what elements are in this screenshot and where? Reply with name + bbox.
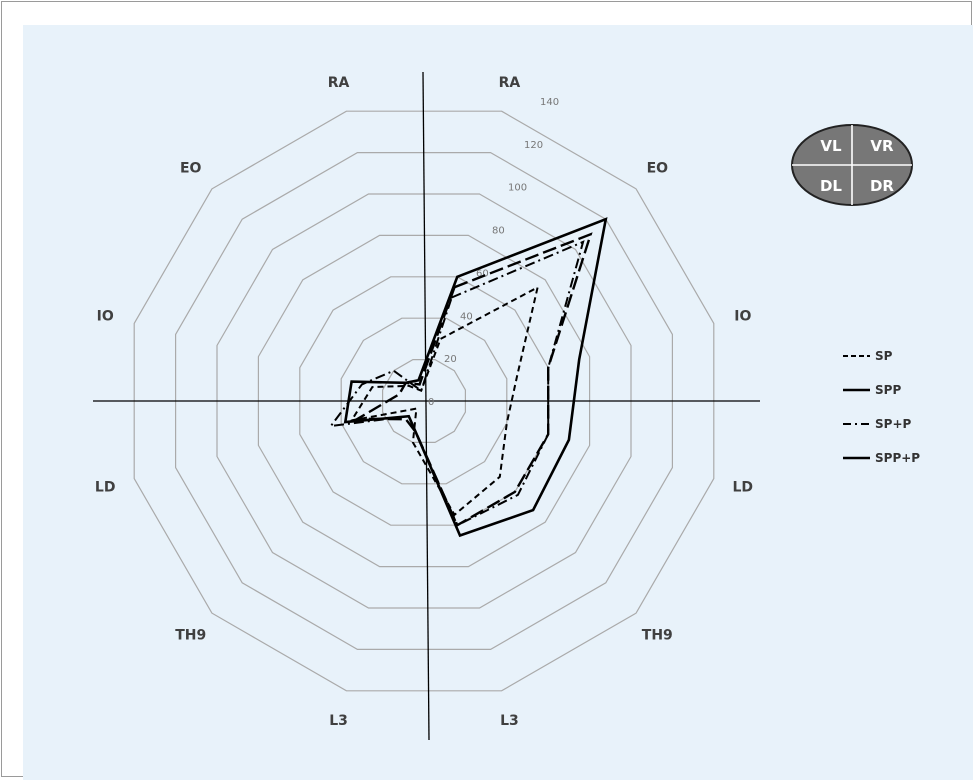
axis-label-th9-4: TH9 xyxy=(642,627,673,643)
quadrant-label-dl: DL xyxy=(820,177,842,195)
radar-series xyxy=(328,217,608,538)
axis-label-eo-10: EO xyxy=(180,161,202,177)
quadrant-legend: VL VR DL DR xyxy=(791,124,913,206)
radial-tick-labels: 0 20 40 60 80 100 120 140 xyxy=(428,97,559,408)
radar-axis-lines xyxy=(93,71,760,741)
axis-label-l3-6: L3 xyxy=(329,713,348,729)
radar-axis-labels: RA EO IO LD TH9 L3 L3 TH9 LD IO EO RA xyxy=(95,75,753,729)
tick-label-60: 60 xyxy=(476,268,489,279)
axis-label-ra-11: RA xyxy=(328,75,350,91)
tick-label-140: 140 xyxy=(540,97,559,108)
quadrant-label-vr: VR xyxy=(870,137,894,155)
series-sp-plus-p xyxy=(328,240,585,527)
axis-label-ra-0: RA xyxy=(499,75,521,91)
axis-label-eo-1: EO xyxy=(647,161,669,177)
axis-label-th9-7: TH9 xyxy=(175,627,206,643)
quadrant-label-vl: VL xyxy=(820,137,842,155)
ring-120 xyxy=(175,151,674,651)
legend-label-sp-plus-p: SP+P xyxy=(875,417,911,431)
vertical-axis-line xyxy=(422,71,430,741)
series-legend: SP SPP SP+P SPP+P xyxy=(843,349,920,465)
ring-40 xyxy=(340,317,508,485)
axis-label-io-9: IO xyxy=(97,309,114,325)
series-spp-plus-p xyxy=(343,217,608,538)
radar-chart: 0 20 40 60 80 100 120 140 RA EO IO LD TH9 L3 L3 TH9 LD I… xyxy=(93,71,920,741)
axis-label-ld-3: LD xyxy=(733,479,754,495)
legend-label-sp: SP xyxy=(875,349,893,363)
ring-100 xyxy=(216,193,632,609)
tick-label-0: 0 xyxy=(428,397,434,408)
tick-label-120: 120 xyxy=(524,140,543,151)
tick-label-80: 80 xyxy=(492,226,505,237)
axis-label-ld-8: LD xyxy=(95,479,116,495)
axis-label-io-2: IO xyxy=(734,309,751,325)
series-spp xyxy=(353,232,593,527)
tick-label-100: 100 xyxy=(508,183,527,194)
ring-140 xyxy=(133,110,715,692)
series-sp xyxy=(349,285,540,517)
axis-label-l3-5: L3 xyxy=(500,713,519,729)
tick-label-20: 20 xyxy=(444,354,457,365)
tick-label-40: 40 xyxy=(460,311,473,322)
ring-80 xyxy=(257,234,591,568)
legend-label-spp-plus-p: SPP+P xyxy=(875,451,920,465)
chart-panel: 0 20 40 60 80 100 120 140 RA EO IO LD TH9 L3 L3 TH9 LD I… xyxy=(23,25,973,780)
legend-label-spp: SPP xyxy=(875,383,901,397)
quadrant-label-dr: DR xyxy=(870,177,894,195)
